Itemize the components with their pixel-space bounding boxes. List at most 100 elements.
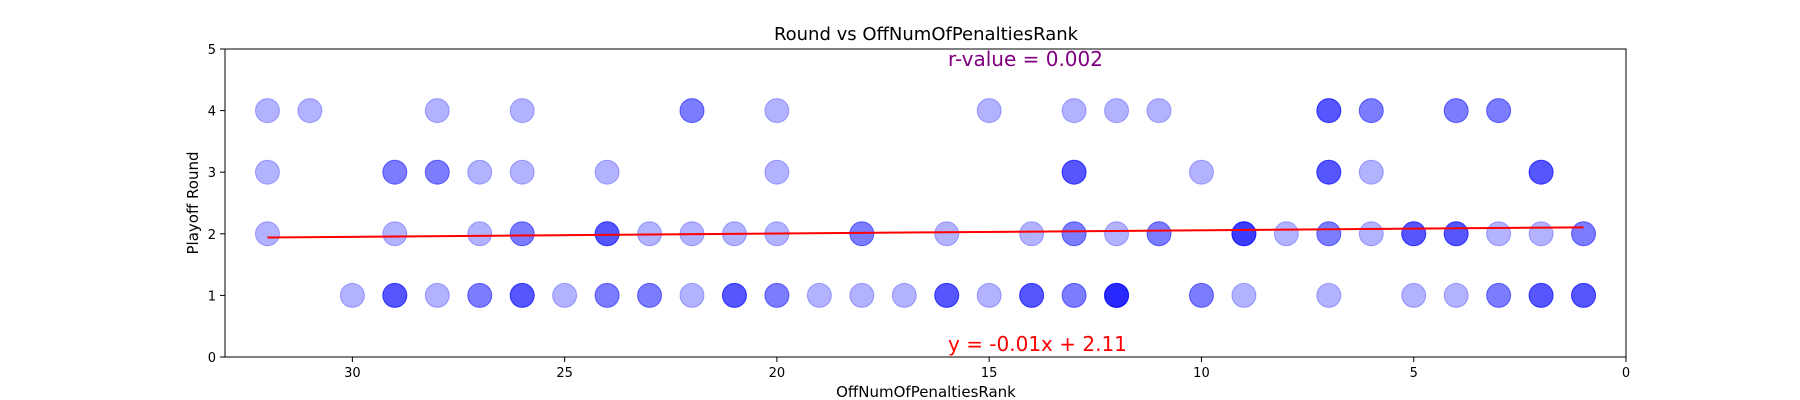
scatter-point	[1443, 221, 1469, 247]
scatter-point	[509, 221, 535, 247]
scatter-point	[552, 282, 578, 308]
scatter-point	[594, 282, 620, 308]
scatter-point	[594, 159, 620, 185]
x-tick-label: 20	[769, 366, 786, 381]
regression-line	[267, 226, 1584, 239]
scatter-point	[1104, 221, 1130, 247]
scatter-point	[467, 221, 493, 247]
scatter-point	[1528, 159, 1554, 185]
y-tick-label: 1	[208, 289, 216, 304]
scatter-point	[637, 282, 663, 308]
scatter-point	[1104, 282, 1130, 308]
scatter-point	[1146, 221, 1172, 247]
scatter-point	[934, 221, 960, 247]
scatter-point	[891, 282, 917, 308]
x-axis-label: OffNumOfPenaltiesRank	[836, 383, 1016, 400]
scatter-point	[1358, 221, 1384, 247]
y-tick-label: 4	[208, 105, 216, 120]
scatter-point	[424, 98, 450, 124]
y-tick-label: 3	[208, 166, 216, 181]
scatter-point	[382, 159, 408, 185]
scatter-point	[849, 282, 875, 308]
scatter-point	[1019, 282, 1045, 308]
scatter-point	[721, 282, 747, 308]
scatter-point	[1443, 98, 1469, 124]
scatter-point	[1146, 221, 1172, 247]
x-tick-label: 5	[1410, 366, 1418, 381]
scatter-point	[764, 282, 790, 308]
scatter-point	[1358, 159, 1384, 185]
scatter-point	[509, 282, 535, 308]
x-axis-ticks: 30 25 20 15 10 5 0	[344, 357, 1630, 381]
r-value-annotation: r-value = 0.002	[948, 47, 1103, 71]
scatter-point	[934, 282, 960, 308]
y-axis-ticks: 0 1 2 3 4 5	[208, 43, 225, 366]
scatter-point	[1061, 159, 1087, 185]
scatter-point	[1061, 98, 1087, 124]
scatter-point	[382, 282, 408, 308]
scatter-point	[1401, 282, 1427, 308]
scatter-point	[764, 98, 790, 124]
scatter-point	[467, 282, 493, 308]
plot-area-frame	[224, 48, 1627, 358]
scatter-point	[721, 282, 747, 308]
scatter-point	[1231, 221, 1257, 247]
scatter-point	[509, 282, 535, 308]
y-tick-label: 2	[208, 228, 216, 243]
scatter-point	[254, 221, 280, 247]
scatter-point	[1104, 98, 1130, 124]
scatter-point	[382, 282, 408, 308]
y-tick-label: 5	[208, 43, 216, 58]
scatter-point	[1528, 159, 1554, 185]
scatter-point	[1188, 282, 1214, 308]
scatter-point	[1316, 98, 1342, 124]
scatter-point	[934, 282, 960, 308]
scatter-point	[467, 159, 493, 185]
scatter-point	[1571, 221, 1597, 247]
y-axis-label: Playoff Round	[184, 151, 202, 254]
scatter-point	[1231, 282, 1257, 308]
scatter-point	[509, 221, 535, 247]
scatter-point	[1316, 159, 1342, 185]
scatter-point	[1486, 282, 1512, 308]
scatter-point	[1571, 282, 1597, 308]
scatter-point	[1486, 98, 1512, 124]
scatter-point	[424, 282, 450, 308]
scatter-point	[1316, 98, 1342, 124]
scatter-point	[1019, 221, 1045, 247]
scatter-point	[1528, 282, 1554, 308]
scatter-point	[1443, 98, 1469, 124]
scatter-point	[1231, 221, 1257, 247]
scatter-point	[679, 98, 705, 124]
scatter-point	[1019, 282, 1045, 308]
scatter-point	[764, 159, 790, 185]
scatter-point	[424, 159, 450, 185]
scatter-point	[1316, 159, 1342, 185]
scatter-point	[382, 159, 408, 185]
scatter-point	[382, 282, 408, 308]
scatter-point	[637, 282, 663, 308]
scatter-point	[1061, 282, 1087, 308]
scatter-point	[297, 98, 323, 124]
scatter-point	[467, 282, 493, 308]
scatter-point	[382, 221, 408, 247]
scatter-point	[254, 98, 280, 124]
scatter-point	[1571, 282, 1597, 308]
scatter-point	[1104, 282, 1130, 308]
scatter-point	[1316, 221, 1342, 247]
x-tick-label: 25	[556, 366, 573, 381]
scatter-point	[424, 159, 450, 185]
scatter-point	[1104, 282, 1130, 308]
scatter-point	[1231, 221, 1257, 247]
scatter-point	[509, 159, 535, 185]
scatter-point	[1316, 159, 1342, 185]
scatter-point	[1019, 282, 1045, 308]
scatter-point	[1188, 159, 1214, 185]
x-tick-label: 30	[344, 366, 361, 381]
chart-title: Round vs OffNumOfPenaltiesRank	[774, 24, 1079, 45]
scatter-point	[1316, 282, 1342, 308]
scatter-point	[1486, 282, 1512, 308]
scatter-point	[1528, 159, 1554, 185]
scatter-point	[1486, 221, 1512, 247]
